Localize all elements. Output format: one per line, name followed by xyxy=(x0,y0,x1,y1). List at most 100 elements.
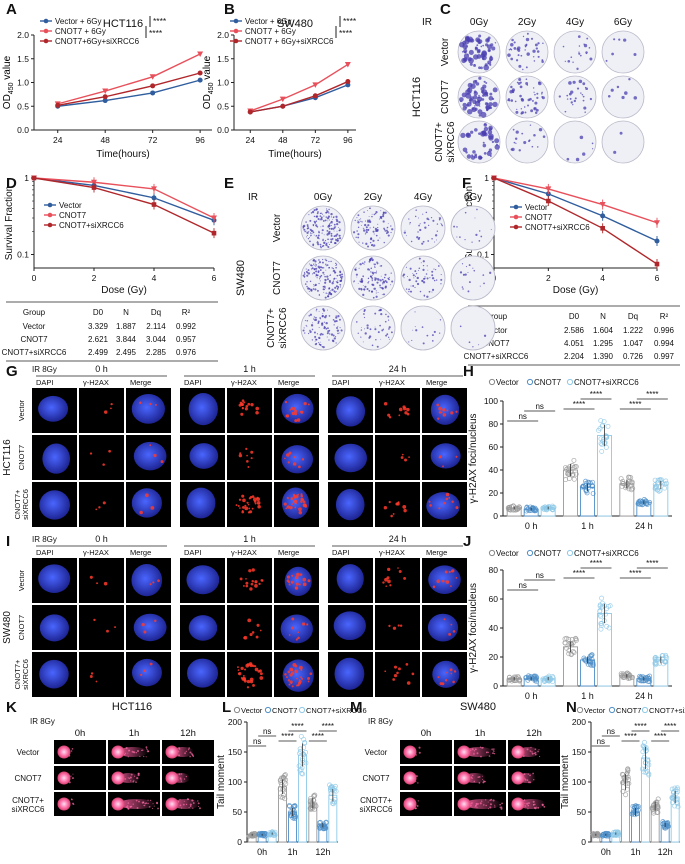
comet-debris xyxy=(71,798,73,800)
chart-J-sig-label: ns xyxy=(518,581,526,590)
chart-N-data-point xyxy=(661,820,667,826)
colony-dot xyxy=(391,280,394,283)
colony-dot xyxy=(490,229,492,230)
if-focus xyxy=(242,584,245,587)
if-focus xyxy=(252,664,255,668)
colony-dot xyxy=(379,279,382,282)
if-channel-label: DAPI xyxy=(332,378,350,387)
if-focus xyxy=(300,676,303,679)
colony-dot xyxy=(478,155,482,159)
colony-dot xyxy=(356,217,358,219)
colony-dot xyxy=(374,277,377,280)
colony-dot xyxy=(335,320,338,323)
colony-dot xyxy=(373,265,375,267)
if-focus xyxy=(387,567,391,572)
colony-dot xyxy=(482,44,485,47)
if-focus xyxy=(243,679,247,683)
colony-dot xyxy=(414,215,417,218)
comet-debris xyxy=(192,754,194,757)
chart-J-data-point xyxy=(566,651,572,657)
colony-dot xyxy=(332,268,334,270)
chart-D-xtick-label: 2 xyxy=(92,273,97,283)
if-focus xyxy=(150,506,155,510)
colony-dot xyxy=(364,233,367,235)
colony-dot xyxy=(584,86,587,89)
chart-L-legend-marker-1 xyxy=(264,706,272,714)
colony-dot xyxy=(333,235,335,237)
colony-dot xyxy=(382,215,385,218)
chart-J-data-point xyxy=(647,673,653,679)
chart-H-ytick-label: 60 xyxy=(489,442,499,452)
chart-F-table-cell: 0.994 xyxy=(654,339,675,348)
colony-dot xyxy=(381,329,384,332)
comet-debris xyxy=(474,806,476,808)
if-focus xyxy=(296,677,298,680)
chart-B-xtick-label: 48 xyxy=(278,135,288,145)
colony-dot xyxy=(368,220,372,224)
if-focus xyxy=(250,457,253,460)
comet-debris xyxy=(127,756,129,758)
colony-dot xyxy=(353,281,354,283)
comet-debris xyxy=(128,777,131,780)
colony-dot xyxy=(570,56,573,58)
chart-F-legend-marker-1 xyxy=(513,214,519,220)
colony-dish xyxy=(400,305,446,351)
comet-debris xyxy=(129,749,131,751)
chart-F-table-cell: 2.204 xyxy=(564,352,585,361)
colony-dot xyxy=(325,259,328,262)
colony-dot xyxy=(533,106,537,111)
comet-head xyxy=(511,771,525,785)
if-nucleus xyxy=(426,492,460,520)
colony-dot xyxy=(408,291,410,293)
if-focus xyxy=(251,507,254,510)
colony-dose-label: 0Gy xyxy=(314,192,332,203)
colony-dot xyxy=(308,214,310,216)
comet-debris xyxy=(533,778,535,781)
if-focus xyxy=(240,677,243,679)
if-focus xyxy=(149,583,152,586)
chart-J-ylabel: γ-H2AX foci/nucleus xyxy=(468,583,479,673)
comet-debris xyxy=(534,803,536,806)
colony-dot xyxy=(426,265,428,267)
colony-dot xyxy=(312,322,314,324)
colony-dot xyxy=(316,241,319,244)
comet-debris xyxy=(124,778,127,780)
comet-debris xyxy=(130,780,132,782)
colony-dot xyxy=(462,106,467,111)
colony-dot xyxy=(387,226,389,229)
colony-dot xyxy=(324,275,326,278)
chart-H-legend-label-2: CNOT7+siXRCC6 xyxy=(574,378,639,387)
chart-N-data-point xyxy=(613,832,619,837)
panel-letter-H: H xyxy=(463,363,474,380)
chart-L-data-point xyxy=(301,745,307,750)
comet-debris xyxy=(184,752,186,755)
colony-dot xyxy=(526,32,529,35)
colony-dot xyxy=(467,290,470,293)
chart-F-table-cell: 2.586 xyxy=(564,326,585,335)
chart-N-data-point xyxy=(639,766,645,772)
comet-debris xyxy=(70,750,73,752)
colony-dot xyxy=(380,265,383,267)
colony-dot xyxy=(324,287,326,289)
comet-debris xyxy=(182,803,185,806)
colony-dot xyxy=(464,239,466,241)
colony-dot xyxy=(303,228,306,231)
colony-dot xyxy=(360,336,362,338)
chart-J-data-point xyxy=(626,671,632,677)
chart-B-series-2-point xyxy=(345,79,351,85)
colony-dot xyxy=(424,277,426,280)
colony-dot xyxy=(330,228,333,230)
comet-debris xyxy=(147,802,149,805)
colony-dot xyxy=(380,275,382,277)
if-focus xyxy=(248,569,252,573)
chart-H-data-point xyxy=(571,457,577,463)
colony-dot xyxy=(317,243,320,246)
colony-dot xyxy=(488,148,493,152)
colony-dot xyxy=(472,267,474,269)
colony-dot xyxy=(315,338,318,341)
colony-dot xyxy=(371,279,373,282)
chart-H-ylabel: γ-H2AX foci/nucleus xyxy=(468,413,479,503)
if-focus xyxy=(245,578,247,580)
colony-dot xyxy=(362,242,364,244)
colony-dot xyxy=(363,289,365,291)
